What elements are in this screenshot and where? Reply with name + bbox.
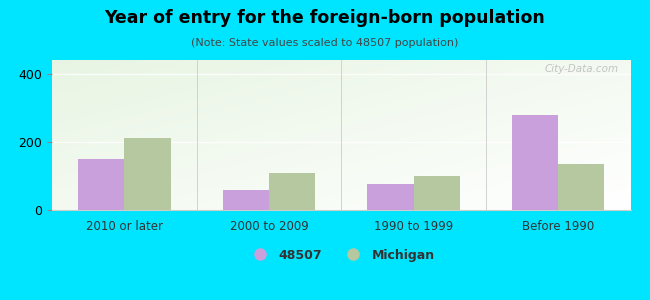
Text: City-Data.com: City-Data.com (545, 64, 619, 74)
Bar (78, 159, 124, 210)
Bar (367, 184, 413, 210)
Bar (413, 176, 460, 210)
Bar (269, 172, 315, 210)
Legend: 48507, Michigan: 48507, Michigan (242, 244, 440, 267)
Bar (558, 164, 605, 210)
Bar (223, 190, 269, 210)
Text: Year of entry for the foreign-born population: Year of entry for the foreign-born popul… (105, 9, 545, 27)
Text: (Note: State values scaled to 48507 population): (Note: State values scaled to 48507 popu… (191, 38, 459, 47)
Bar (512, 115, 558, 210)
Bar (124, 138, 170, 210)
